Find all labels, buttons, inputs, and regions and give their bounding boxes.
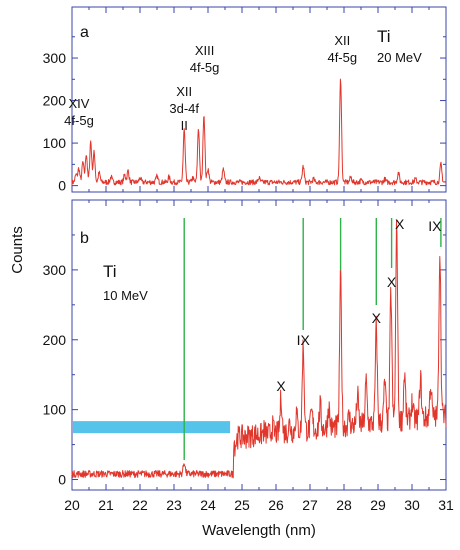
panel-b-element: Ti xyxy=(103,262,117,281)
x-axis-label: Wavelength (nm) xyxy=(202,522,316,539)
x-tick-label: 24 xyxy=(200,497,216,513)
panel-b: 0 100 200 300 20 21 22 23 24 25 26 27 28 29 30 31 b Ti… xyxy=(43,199,454,513)
x-tick-label: 21 xyxy=(98,497,114,513)
x-tick-label: 30 xyxy=(404,497,420,513)
panel-b-y-tick-labels: 0 100 200 300 xyxy=(43,262,67,488)
y-tick-label: 100 xyxy=(43,402,67,418)
panel-a-annotation-label: XII xyxy=(334,33,350,48)
panel-a-annotation-label: 4f-5g xyxy=(64,113,94,128)
panel-a-annotation-label: 4f-5g xyxy=(190,60,220,75)
x-tick-label: 22 xyxy=(132,497,148,513)
panel-b-green-markers xyxy=(183,218,442,460)
panel-a-annotation-label: 3d-4f xyxy=(169,101,199,116)
panel-a-ticks xyxy=(71,7,447,192)
panel-b-annotation-label: X xyxy=(372,310,382,326)
panel-a-annotation-label: XII xyxy=(176,84,192,99)
y-tick-label: 200 xyxy=(43,332,67,348)
highlight-band xyxy=(73,421,231,434)
x-tick-label: 27 xyxy=(302,497,318,513)
panel-b-annotation-label: X xyxy=(387,274,397,290)
x-tick-label: 26 xyxy=(268,497,284,513)
panel-a-annotation-label: 4f-5g xyxy=(327,50,357,65)
panel-a-annotation-label: XIV xyxy=(69,96,90,111)
x-tick-label: 31 xyxy=(438,497,454,513)
panel-b-x-tick-labels: 20 21 22 23 24 25 26 27 28 29 30 31 xyxy=(64,497,454,513)
panel-b-energy: 10 MeV xyxy=(103,288,148,303)
y-tick-label: 100 xyxy=(43,135,67,151)
panel-a-y-tick-labels: 0 100 200 300 xyxy=(43,50,67,194)
y-tick-label: 0 xyxy=(58,472,66,488)
panel-b-annotations: X IX X X X IX xyxy=(276,216,442,394)
panel-a-spectrum-line xyxy=(71,78,447,186)
y-tick-label: 200 xyxy=(43,93,67,109)
x-tick-label: 23 xyxy=(166,497,182,513)
panel-a-letter: a xyxy=(80,24,89,41)
panel-a: 0 100 200 300 a Ti 20 MeV XIV 4f-5g XII 3d-4f I… xyxy=(43,6,447,194)
panel-b-annotation-label: X xyxy=(276,378,286,394)
panel-b-annotation-label: X xyxy=(395,216,405,232)
panel-b-letter: b xyxy=(80,230,89,247)
x-tick-label: 20 xyxy=(64,497,80,513)
panel-a-element: Ti xyxy=(377,27,391,46)
y-tick-label: 300 xyxy=(43,262,67,278)
y-tick-label: 0 xyxy=(58,178,66,194)
x-tick-label: 29 xyxy=(370,497,386,513)
y-axis-label: Counts xyxy=(9,226,26,274)
panel-b-annotation-label: IX xyxy=(297,332,311,348)
y-tick-label: 300 xyxy=(43,50,67,66)
panel-b-ticks xyxy=(71,200,447,490)
x-tick-label: 25 xyxy=(234,497,250,513)
panel-b-spectrum-line xyxy=(71,219,447,479)
panel-a-annotations: XIV 4f-5g XII 3d-4f II XIII 4f-5g XII 4f-5g xyxy=(64,33,357,133)
panel-a-energy: 20 MeV xyxy=(377,50,422,65)
x-tick-label: 28 xyxy=(336,497,352,513)
panel-a-annotation-label: II xyxy=(181,118,188,133)
panel-b-annotation-label: IX xyxy=(428,218,442,234)
panel-a-annotation-label: XIII xyxy=(195,43,215,58)
